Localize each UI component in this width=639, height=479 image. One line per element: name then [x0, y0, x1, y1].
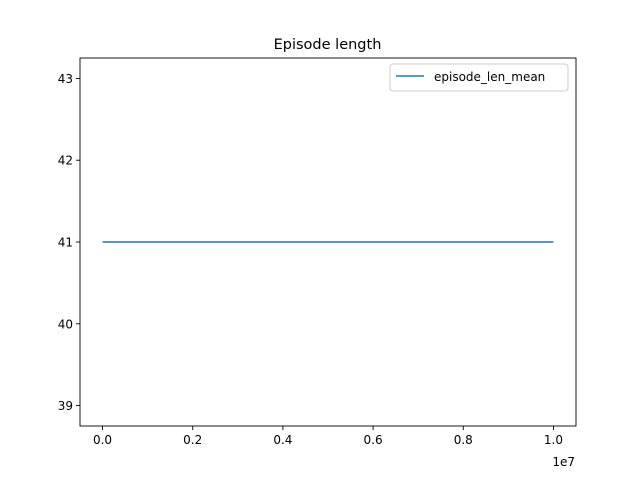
y-axis: 39 40 41 42 43 — [58, 72, 80, 413]
legend: episode_len_mean — [389, 63, 569, 92]
chart-title: Episode length — [274, 37, 382, 53]
plot-area — [79, 57, 577, 427]
x-tick-label: 0.4 — [273, 433, 292, 447]
y-tick-label: 43 — [58, 72, 73, 86]
y-tick-label: 42 — [58, 154, 73, 168]
legend-label: episode_len_mean — [434, 70, 545, 84]
y-tick-label: 41 — [58, 236, 73, 250]
x-tick-label: 0.8 — [454, 433, 473, 447]
y-tick-label: 40 — [58, 317, 73, 331]
y-tick-label: 39 — [58, 399, 73, 413]
x-axis-offset-label: 1e7 — [552, 455, 575, 469]
x-tick-label: 0.2 — [183, 433, 202, 447]
x-tick-label: 0.0 — [93, 433, 112, 447]
x-axis: 0.0 0.2 0.4 0.6 0.8 1.0 — [93, 426, 563, 447]
legend-frame — [389, 63, 569, 92]
x-tick-label: 1.0 — [544, 433, 563, 447]
x-tick-label: 0.6 — [364, 433, 383, 447]
